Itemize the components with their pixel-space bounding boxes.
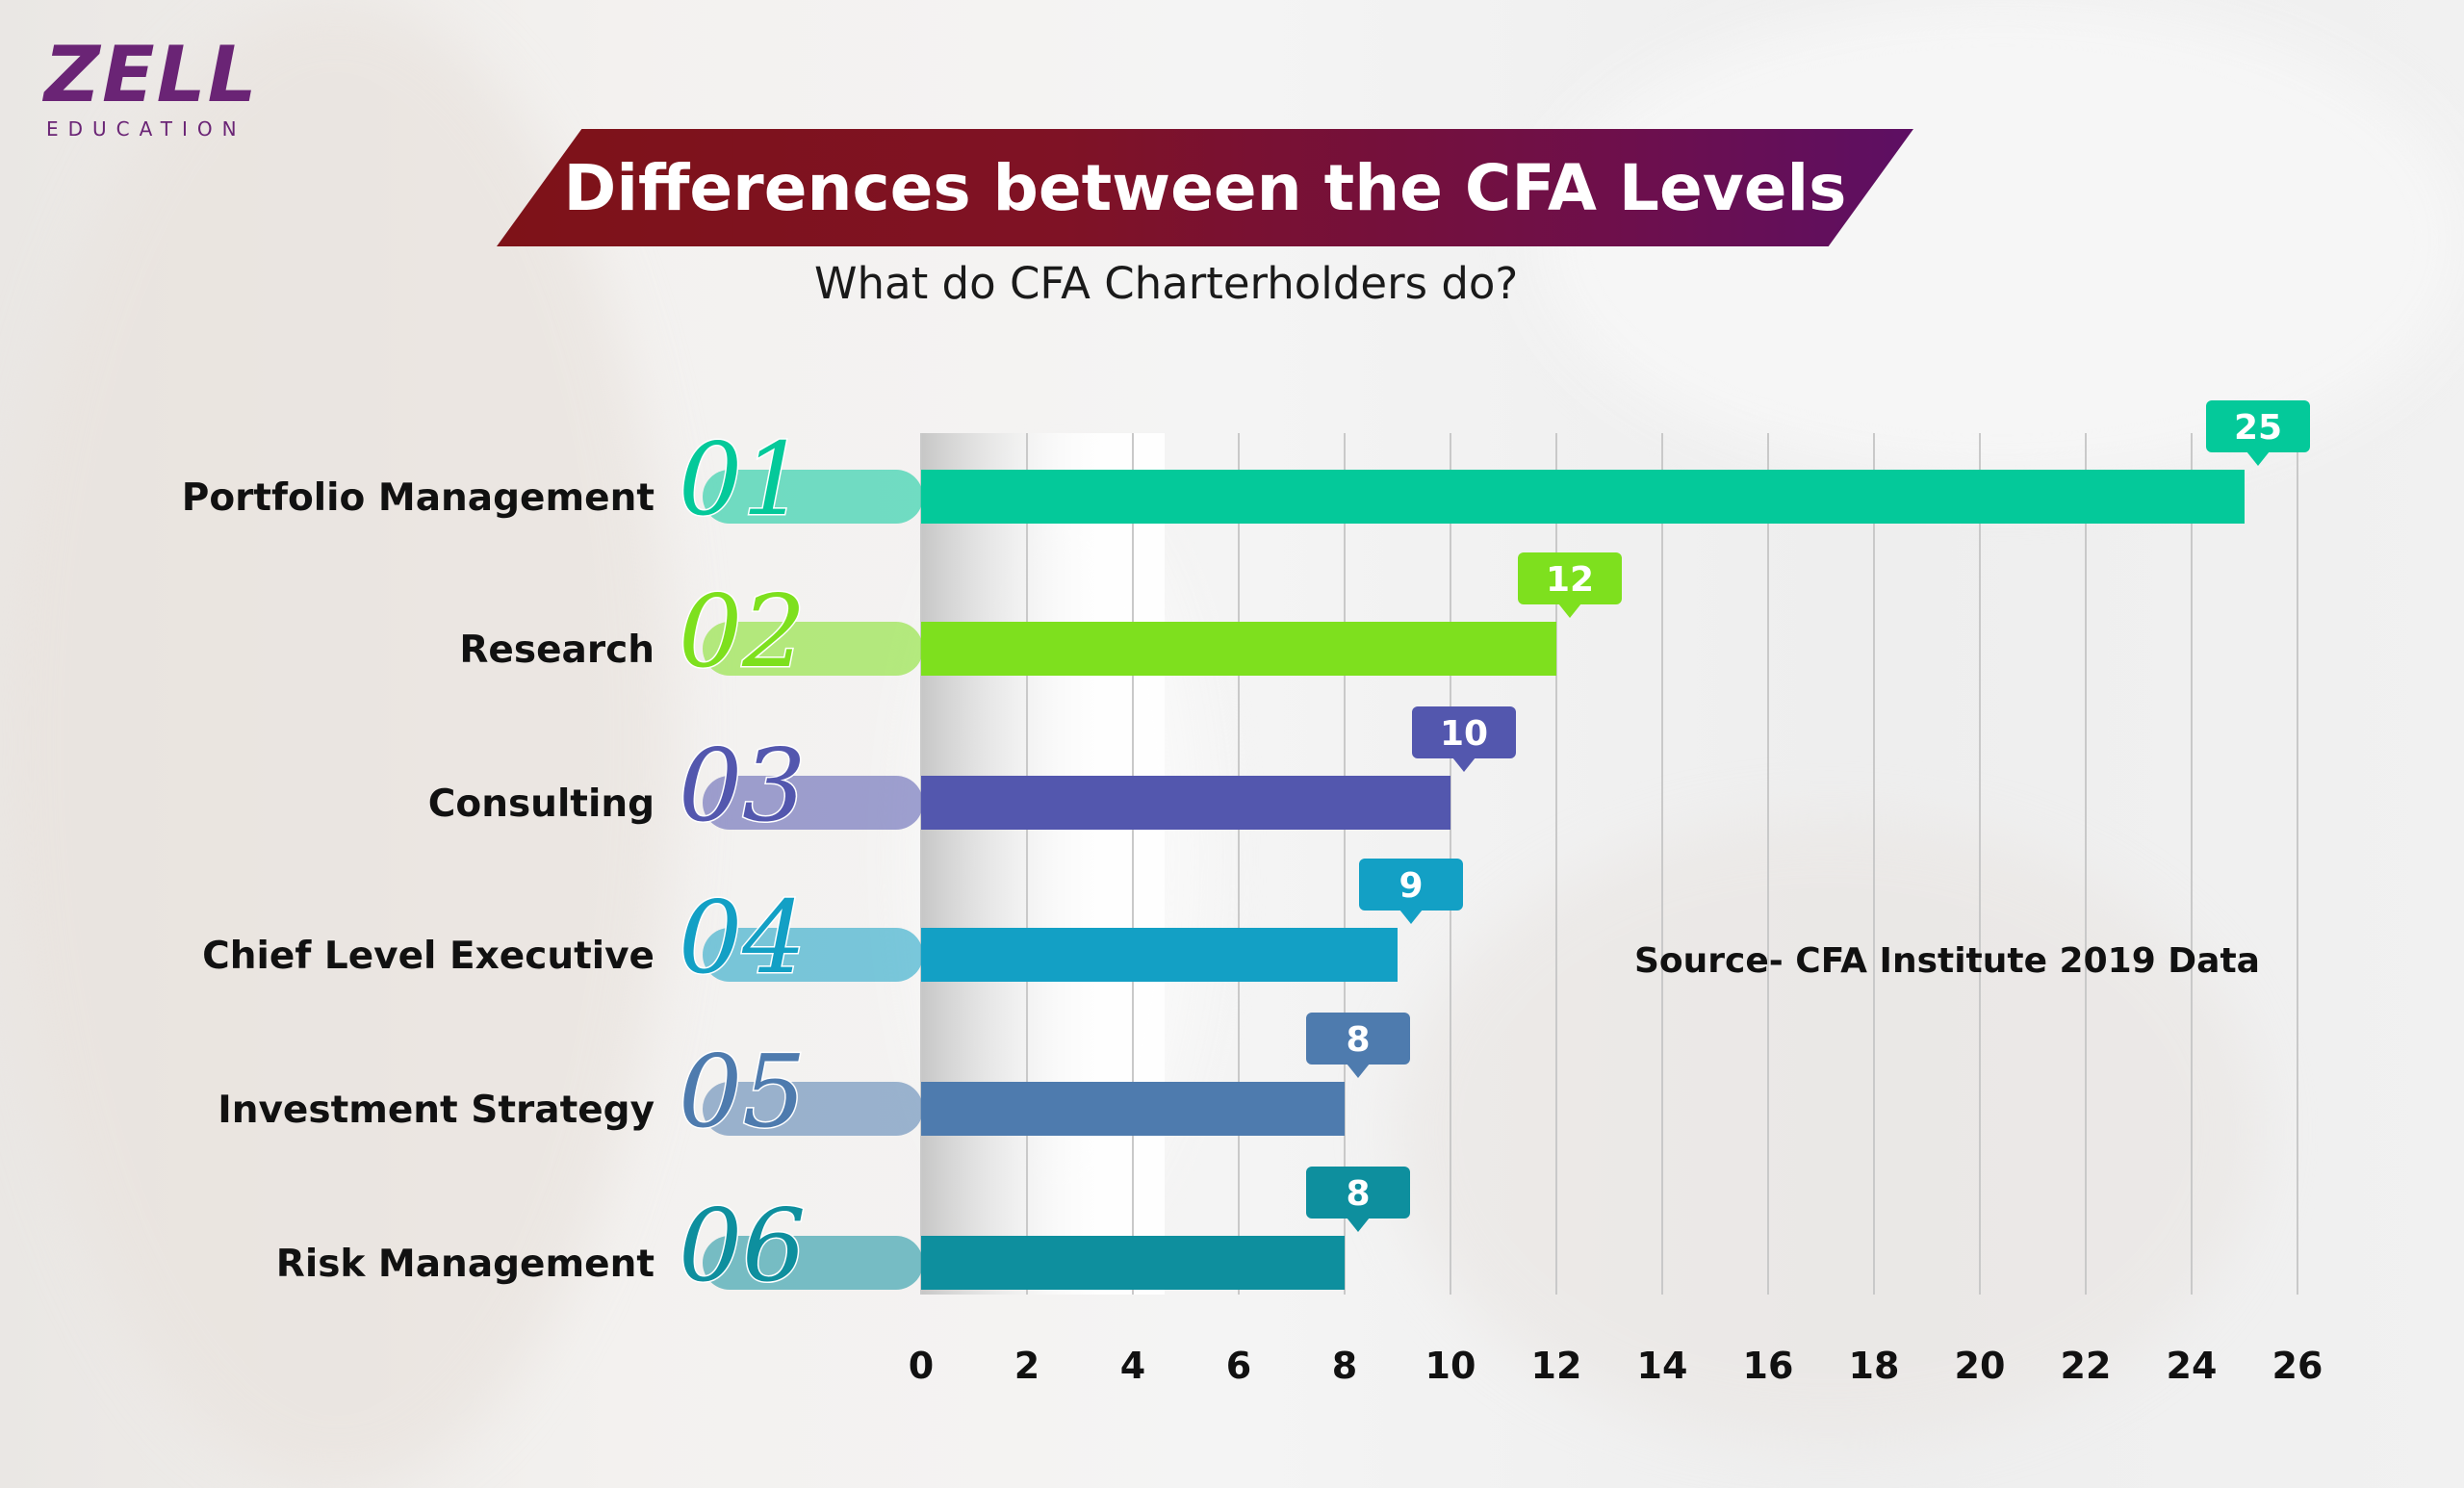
value-callout-2 <box>1518 552 1622 604</box>
value-label-1: 25 <box>2234 408 2282 448</box>
row-number-5: 05 <box>679 1033 806 1150</box>
value-callout-5 <box>1306 1013 1410 1065</box>
x-tick-label-22: 22 <box>2061 1345 2112 1387</box>
logo-subtext: EDUCATION <box>46 117 246 141</box>
axis-shadow <box>921 433 1114 1295</box>
value-callout-6 <box>1306 1167 1410 1219</box>
value-label-5: 8 <box>1346 1020 1370 1060</box>
value-callout-4 <box>1359 859 1463 911</box>
row-number-3: 03 <box>679 727 806 844</box>
row-number-2: 02 <box>679 573 806 690</box>
chart-title: Differences between the CFA Levels <box>563 150 1847 225</box>
value-label-2: 12 <box>1546 560 1594 600</box>
x-tick-label-26: 26 <box>2272 1345 2323 1387</box>
value-callout-3 <box>1412 706 1516 758</box>
bar-leadin-2 <box>703 622 923 676</box>
value-callout-1 <box>2206 400 2310 452</box>
category-label-3: Consulting <box>428 782 654 826</box>
value-label-6: 8 <box>1346 1174 1370 1214</box>
bar-leadin-4 <box>703 928 923 982</box>
bar-3 <box>921 776 1450 830</box>
logo-text: ZELL <box>44 30 259 119</box>
category-label-1: Portfolio Management <box>182 476 654 520</box>
row-number-1: 01 <box>679 421 806 538</box>
bar-4 <box>921 928 1398 982</box>
x-tick-label-12: 12 <box>1531 1345 1582 1387</box>
bar-2 <box>921 622 1556 676</box>
x-tick-label-4: 4 <box>1120 1345 1145 1387</box>
bar-leadin-5 <box>703 1082 923 1136</box>
zell-logo: ZELL EDUCATION <box>44 37 259 141</box>
value-label-3: 10 <box>1440 714 1488 754</box>
value-callout-pointer-2 <box>1558 603 1581 618</box>
x-tick-label-6: 6 <box>1226 1345 1251 1387</box>
bar-5 <box>921 1082 1345 1136</box>
x-tick-label-10: 10 <box>1425 1345 1476 1387</box>
value-label-4: 9 <box>1399 866 1423 906</box>
x-tick-label-2: 2 <box>1014 1345 1040 1387</box>
value-callout-pointer-3 <box>1452 757 1476 772</box>
x-tick-label-16: 16 <box>1743 1345 1794 1387</box>
value-callout-pointer-4 <box>1399 910 1423 924</box>
category-label-6: Risk Management <box>276 1243 654 1286</box>
x-tick-label-8: 8 <box>1332 1345 1357 1387</box>
value-callout-pointer-6 <box>1347 1218 1370 1232</box>
bar-leadin-3 <box>703 776 923 830</box>
row-number-4: 04 <box>679 879 806 996</box>
bar-leadin-1 <box>703 470 923 524</box>
row-number-6: 06 <box>679 1187 806 1304</box>
bar-leadin-6 <box>703 1236 923 1290</box>
source-note: Source- CFA Institute 2019 Data <box>1634 941 2260 981</box>
bar-6 <box>921 1236 1345 1290</box>
bar-1 <box>921 470 2245 524</box>
category-label-2: Research <box>459 629 654 672</box>
category-label-4: Chief Level Executive <box>202 935 654 978</box>
x-tick-label-24: 24 <box>2167 1345 2218 1387</box>
value-callout-pointer-5 <box>1347 1064 1370 1078</box>
x-tick-label-0: 0 <box>909 1345 934 1387</box>
value-callout-pointer-1 <box>2246 451 2270 466</box>
x-tick-label-14: 14 <box>1637 1345 1688 1387</box>
title-banner <box>497 129 1913 246</box>
x-tick-label-18: 18 <box>1849 1345 1900 1387</box>
x-tick-label-20: 20 <box>1955 1345 2006 1387</box>
category-label-5: Investment Strategy <box>218 1089 654 1132</box>
chart-subtitle: What do CFA Charterholders do? <box>814 258 1519 309</box>
